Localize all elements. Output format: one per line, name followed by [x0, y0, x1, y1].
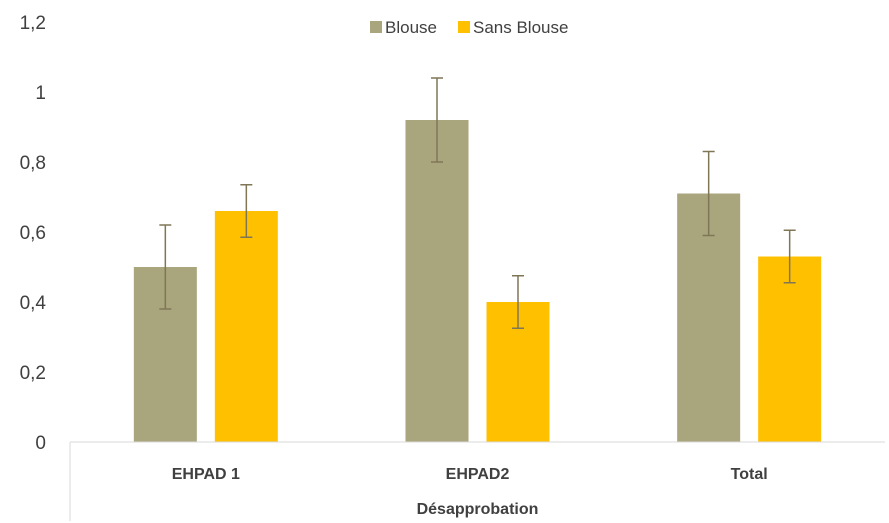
bar-blouse-ehpad2: [405, 120, 469, 442]
error-bars: [159, 77, 796, 329]
y-tick-label: 1,2: [20, 13, 46, 34]
y-tick-label: 0,6: [20, 223, 46, 244]
x-tick-label: EHPAD 1: [172, 466, 240, 483]
x-tick-label: Total: [731, 466, 768, 483]
x-group-label: Désapprobation: [417, 501, 539, 518]
y-axis: 0 0,2 0,4 0,6 0,8 1 1,2: [20, 13, 47, 454]
bar-sans-blouse-total: [758, 256, 822, 442]
legend-swatch-blouse: [370, 21, 382, 33]
x-axis: EHPAD 1 EHPAD2 Total: [69, 441, 885, 521]
legend-swatch-sans-blouse: [458, 21, 470, 33]
y-tick-label: 1: [35, 83, 46, 104]
legend-label-blouse: Blouse: [385, 18, 437, 37]
bars: [133, 120, 822, 442]
x-tick-label: EHPAD2: [446, 466, 510, 483]
y-tick-label: 0,4: [20, 293, 47, 314]
y-tick-label: 0,8: [20, 153, 46, 174]
legend-label-sans-blouse: Sans Blouse: [473, 18, 568, 37]
legend: Blouse Sans Blouse: [370, 18, 568, 37]
y-tick-label: 0,2: [20, 363, 46, 384]
bar-sans-blouse-ehpad-1: [214, 211, 278, 442]
y-tick-label: 0: [35, 433, 46, 454]
